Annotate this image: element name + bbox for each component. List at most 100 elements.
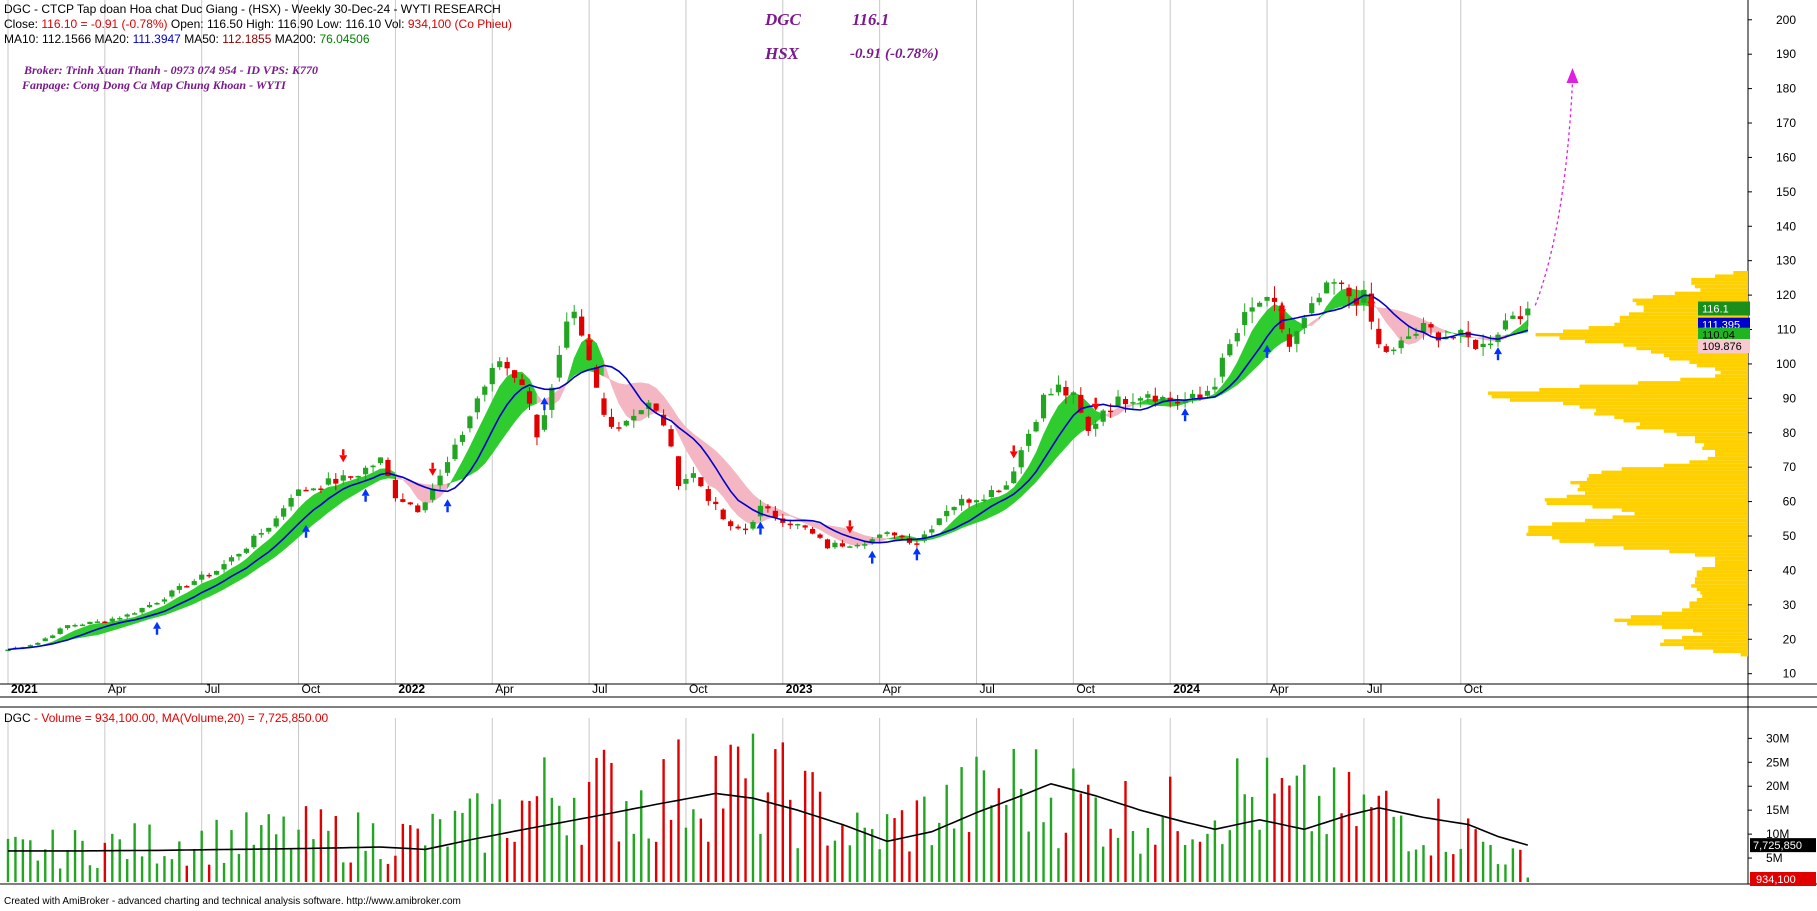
- price-tick-label: 160: [1776, 150, 1796, 164]
- volume-profile-bar: [1691, 281, 1748, 285]
- volume-profile-bar: [1623, 418, 1748, 423]
- volume-bar: [558, 805, 561, 882]
- candle-body: [1398, 340, 1404, 349]
- volume-bar: [1474, 829, 1477, 882]
- sell-signal-stem: [848, 520, 852, 527]
- volume-bar: [1504, 864, 1507, 882]
- volume-bar: [1407, 851, 1410, 882]
- volume-profile-bar: [1528, 529, 1748, 533]
- volume-bar: [930, 845, 933, 882]
- time-tick-label: Apr: [495, 682, 514, 696]
- volume-profile-bar: [1552, 536, 1748, 540]
- candle-body: [474, 398, 480, 413]
- buy-signal-arrow: [1494, 347, 1502, 355]
- candle-body: [653, 403, 659, 411]
- sell-signal-stem: [1370, 295, 1373, 302]
- volume-profile-bar: [1638, 381, 1748, 385]
- volume-bar: [967, 832, 971, 882]
- quote-exchange: HSX: [765, 44, 800, 63]
- candle-body: [228, 557, 235, 562]
- candle-body: [1018, 450, 1024, 468]
- volume-profile-bar: [1694, 553, 1748, 557]
- volume-bar: [625, 801, 628, 882]
- volume-bar: [654, 841, 658, 882]
- candle-body: [370, 465, 376, 468]
- target-projection-line: [1534, 81, 1574, 306]
- volume-profile-bar: [1488, 391, 1748, 395]
- candle-body: [936, 518, 942, 525]
- volume-profile-bar: [1696, 573, 1748, 578]
- candle-body: [1108, 410, 1114, 413]
- volume-bar: [1340, 813, 1343, 882]
- candle-body: [340, 475, 346, 481]
- volume-bar: [1444, 851, 1448, 882]
- volume-bar: [505, 837, 509, 882]
- volume-profile-bar: [1669, 549, 1748, 554]
- volume-bar: [692, 809, 695, 882]
- volume-profile-bar: [1715, 449, 1748, 454]
- volume-bar: [722, 808, 725, 882]
- volume-bar: [580, 844, 583, 882]
- volume-profile-bar: [1619, 315, 1748, 320]
- candle-body: [601, 398, 607, 415]
- sell-signal-arrow: [845, 526, 854, 534]
- volume-bar: [848, 845, 852, 882]
- volume-bar: [796, 848, 799, 882]
- volume-profile-bar: [1601, 470, 1748, 475]
- volume-bar: [1146, 827, 1150, 882]
- volume-bar: [289, 849, 293, 882]
- buy-signal-arrow: [1263, 344, 1272, 352]
- price-tick-label: 120: [1776, 288, 1796, 302]
- price-tick-label: 60: [1783, 495, 1797, 509]
- volume-profile-bar: [1713, 649, 1748, 654]
- candle-body: [57, 628, 63, 634]
- candle-body: [854, 544, 860, 547]
- target-arrowhead: [1566, 67, 1579, 83]
- candle-body: [1294, 331, 1300, 344]
- volume-bar: [1452, 854, 1455, 882]
- volume-tick-label: 10M: [1766, 827, 1789, 841]
- volume-bar: [1094, 797, 1097, 882]
- volume-bar: [1481, 841, 1485, 882]
- time-tick-label: Jul: [205, 682, 220, 696]
- candle-body: [690, 473, 696, 478]
- volume-bar: [1169, 776, 1172, 882]
- candle-body: [959, 498, 965, 506]
- candle-body: [221, 564, 227, 570]
- volume-bar: [811, 772, 814, 882]
- volume-bar: [677, 739, 680, 882]
- volume-profile-bar: [1614, 322, 1748, 327]
- volume-header: DGC - Volume = 934,100.00, MA(Volume,20)…: [4, 711, 329, 725]
- volume-bar: [833, 840, 837, 882]
- buy-signal-arrow: [756, 521, 765, 529]
- volume-bar: [878, 849, 881, 882]
- price-tick-label: 190: [1776, 47, 1796, 61]
- moving-average-lines: [7, 294, 1529, 651]
- volume-profile-bar: [1563, 401, 1748, 406]
- volume-bar: [1414, 849, 1418, 882]
- buy-signal-stem: [759, 528, 762, 535]
- volume-bar: [1355, 826, 1358, 882]
- cloud-segment: [991, 496, 1000, 517]
- candle-body: [1219, 357, 1225, 377]
- price-tick-label: 80: [1783, 426, 1797, 440]
- candle-body: [556, 354, 562, 378]
- volume-bar: [237, 854, 241, 882]
- volume-profile-bar: [1682, 635, 1748, 640]
- volume-profile-bar: [1627, 622, 1748, 626]
- volume-bar: [215, 819, 218, 882]
- volume-profile-bar: [1663, 463, 1748, 468]
- volume-profile-bar: [1696, 570, 1748, 574]
- price-tick-label: 110: [1777, 323, 1796, 337]
- candle-body: [1271, 297, 1278, 302]
- volume-tick-label: 30M: [1766, 731, 1789, 745]
- candle-body: [459, 434, 466, 442]
- volume-bar: [1049, 797, 1053, 882]
- buy-signal-stem: [304, 531, 308, 538]
- candle-body: [169, 590, 175, 597]
- volume-bar: [438, 819, 442, 882]
- candle-body: [199, 574, 205, 580]
- candle-body: [1070, 392, 1076, 395]
- volume-bar: [1139, 853, 1142, 882]
